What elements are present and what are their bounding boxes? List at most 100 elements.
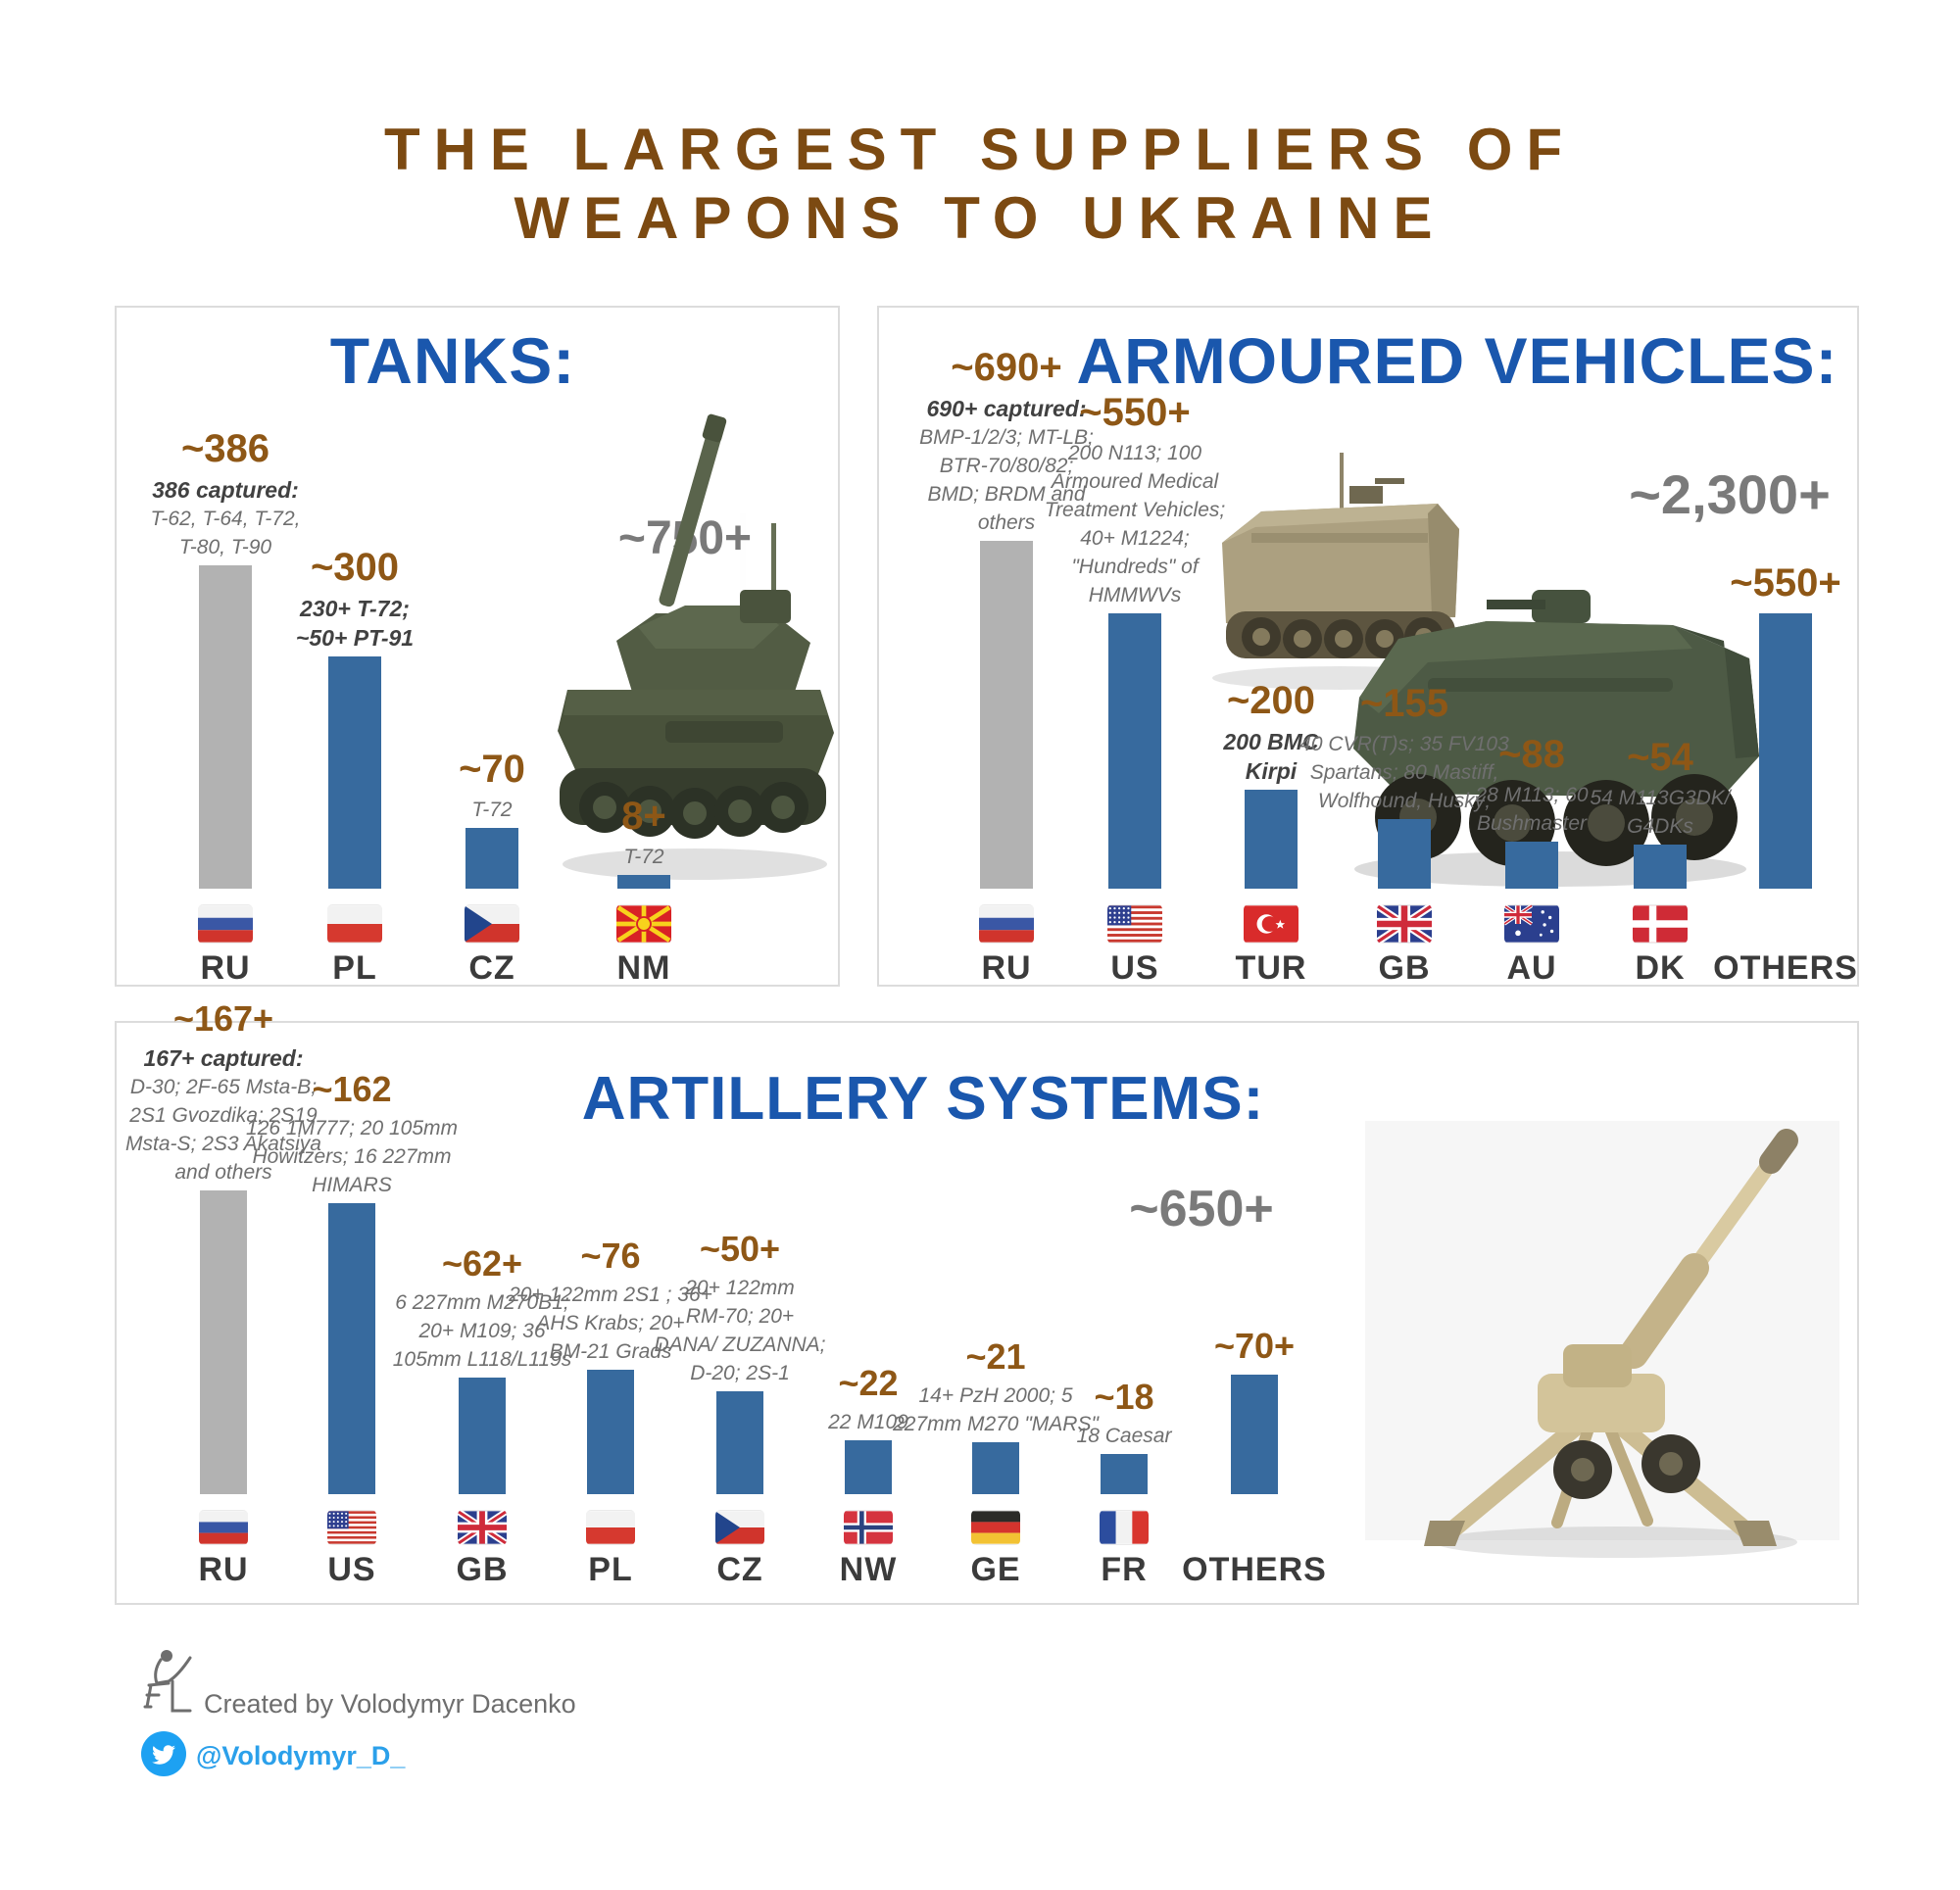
bar-note: 227mm M270 "MARS" [893, 1413, 1099, 1435]
flag-us-icon [327, 1510, 376, 1545]
country-label-ru: RU [200, 949, 251, 987]
author-logo-icon [143, 1650, 192, 1713]
bar-annotation: ~62+ 6 227mm M270B1; 20+ M109; 36 105mm L11… [369, 1023, 595, 1374]
bar-note-bold: 386 captured: [152, 477, 299, 503]
flag-dk-icon [1633, 904, 1688, 944]
bar-annotation: ~162 126 1M777; 20 105mm Howitzers; 16 227… [239, 1023, 465, 1199]
bar-annotation: ~167+ 167+ captured: D-30; 2F-65 Msta-B; 2S… [111, 998, 336, 1187]
bar-value: ~18 [1094, 1377, 1154, 1417]
bar-cz [466, 828, 518, 889]
bar-value: ~62+ [441, 1243, 523, 1284]
flag-fr-icon [1100, 1510, 1149, 1545]
bar-note-bold: ~50+ PT-91 [295, 625, 415, 651]
btr-photo [1353, 590, 1759, 887]
bar-note: 105mm L118/L119s [392, 1348, 572, 1371]
bar-note: BMD; BRDM and [927, 483, 1086, 506]
flag-us-icon [1107, 904, 1162, 944]
bar-value: ~70+ [1213, 1326, 1296, 1366]
bar-us [1108, 613, 1161, 889]
tank-photo [558, 413, 834, 880]
bar-note: T-80, T-90 [178, 536, 272, 558]
bar-note: HIMARS [312, 1174, 392, 1196]
bar-note: and others [174, 1161, 272, 1184]
country-label-nm: NM [616, 949, 671, 987]
bar-note-bold: Kirpi [1245, 758, 1298, 784]
bar-note: 20+ 122mm 2S1 ; 36+ [509, 1284, 712, 1306]
flag-nm-icon [616, 904, 671, 944]
bar-pl [587, 1370, 634, 1494]
bar-nw [845, 1440, 892, 1494]
bar-note: 22 M109 [828, 1411, 908, 1433]
artillery-panel: ARTILLERY SYSTEMS: ~650+ ~167+ 167+ captu… [115, 998, 1859, 1605]
flag-cz-icon [465, 904, 519, 944]
bar-note: BM-21 Grads [549, 1340, 672, 1363]
artillery-title: ARTILLERY SYSTEMS: [581, 1065, 1265, 1133]
country-label-pl: PL [588, 1551, 633, 1588]
bar-au [1505, 842, 1558, 889]
bar-value: ~22 [838, 1363, 899, 1403]
bar-note: Howitzers; 16 227mm [252, 1145, 452, 1168]
bar-value: ~76 [580, 1236, 641, 1276]
armoured-total: ~2,300+ [1629, 463, 1831, 525]
flag-pl-icon [327, 904, 382, 944]
bar-tur [1245, 790, 1298, 889]
bar-note: 20+ 122mm [685, 1277, 795, 1299]
flag-pl-icon [586, 1510, 635, 1545]
country-label-gb: GB [1378, 949, 1431, 987]
bar-value: ~300 [310, 546, 400, 589]
bar-gb [459, 1378, 506, 1494]
twitter-icon[interactable] [141, 1731, 186, 1776]
bar-note: HMMWVs [1088, 584, 1182, 606]
bar-note: "Hundreds" of [1071, 556, 1199, 578]
twitter-handle[interactable]: @Volodymyr_D_ [196, 1741, 406, 1770]
bar-note: 18 Caesar [1076, 1425, 1172, 1447]
bar-note: AHS Krabs; 20+ [536, 1312, 685, 1334]
country-label-nw: NW [839, 1551, 898, 1588]
bar-others [1231, 1375, 1278, 1494]
bar-ge [972, 1442, 1019, 1494]
bar-cz [716, 1391, 763, 1494]
bar-note: 200 N113; 100 [1067, 442, 1202, 464]
bar-value: ~690+ [951, 346, 1062, 389]
flag-ru-icon [198, 904, 253, 944]
bar-gb [1378, 819, 1431, 889]
country-label-dk: DK [1635, 949, 1686, 987]
tanks-title: TANKS: [329, 324, 576, 397]
bar-nm [617, 875, 670, 889]
bar-note: DANA/ ZUZANNA; [654, 1333, 826, 1356]
country-label-cz: CZ [716, 1551, 763, 1588]
country-label-others: OTHERS [1182, 1551, 1327, 1588]
bar-note: BTR-70/80/82; [939, 455, 1074, 477]
bar-note-bold: 200 BMC [1223, 729, 1319, 754]
bar-value: ~70 [459, 748, 525, 791]
bar-note-bold: 167+ captured: [143, 1045, 304, 1071]
country-label-us: US [1110, 949, 1159, 987]
armoured-panel: ARMOURED VEHICLES: ~2,300+ [877, 306, 1859, 987]
bar-note: 2S1 Gvozdika; 2S19 [129, 1104, 318, 1127]
flag-cz-icon [715, 1510, 764, 1545]
country-label-tur: TUR [1235, 949, 1307, 987]
bar-note: 14+ PzH 2000; 5 [918, 1384, 1073, 1407]
bar-value: ~21 [965, 1336, 1026, 1377]
bar-annotation: ~386 386 captured: T-62, T-64, T-72, T-80, … [113, 308, 338, 561]
bar-note: BMP-1/2/3; MT-LB; [919, 426, 1094, 449]
flag-ge-icon [971, 1510, 1020, 1545]
bar-others [1759, 613, 1812, 889]
bar-value: ~50+ [699, 1229, 781, 1269]
bar-note: 40+ M1224; [1080, 527, 1190, 550]
bar-note: D-30; 2F-65 Msta-B; [129, 1076, 318, 1098]
bar-note-bold: 230+ T-72; [300, 596, 410, 621]
flag-ru-icon [979, 904, 1034, 944]
country-label-ru: RU [198, 1551, 249, 1588]
bar-note: 126 1M777; 20 105mm [246, 1117, 458, 1139]
flag-ru-icon [199, 1510, 248, 1545]
flag-au-icon [1504, 904, 1559, 944]
bar-us [328, 1203, 375, 1494]
bar-note: D-20; 2S-1 [690, 1362, 790, 1384]
page-title-line1: THE LARGEST SUPPLIERS OF [383, 117, 1577, 182]
country-label-others: OTHERS [1713, 949, 1858, 987]
bar-note: Msta-S; 2S3 Akatsiya [125, 1133, 321, 1155]
bar-note: T-62, T-64, T-72, [150, 508, 301, 530]
bar-note: T-72 [471, 799, 513, 821]
